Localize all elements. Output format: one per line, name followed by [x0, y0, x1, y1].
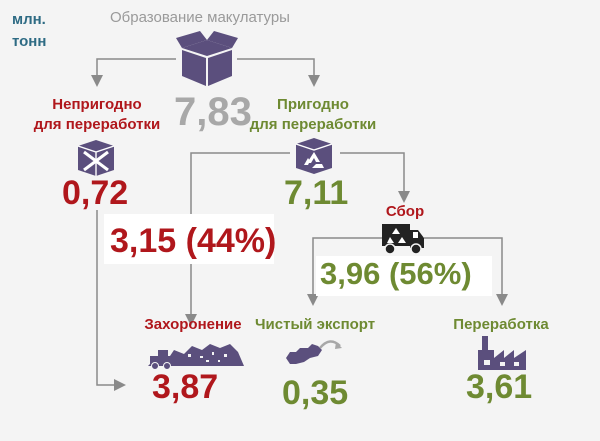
line-unfit-to-landfill	[96, 210, 126, 391]
export-value: 0,35	[282, 374, 349, 412]
line-collection-to-recycling	[424, 237, 508, 306]
landfill-icon	[148, 344, 244, 370]
collection-value-box	[316, 256, 492, 296]
export-label: Чистый экспорт	[255, 316, 376, 333]
line-to-fit	[237, 58, 320, 87]
line-collection-to-export	[307, 237, 382, 306]
fit-value: 7,11	[284, 174, 349, 212]
box-icon	[176, 31, 238, 86]
fit-label-line2: для переработки	[249, 116, 377, 133]
recycling-label: Переработка	[453, 316, 549, 333]
landfill-label: Захоронение	[144, 316, 242, 333]
fit-label-line1: Пригодно	[277, 96, 349, 113]
truck-icon	[382, 224, 424, 255]
factory-icon	[478, 336, 526, 370]
fit-label: Пригодно для переработки	[247, 95, 379, 135]
generation-value: 7,83	[174, 90, 252, 134]
unfit-label: Непригодно для переработки	[33, 95, 161, 135]
crossed-box-icon	[77, 140, 115, 176]
russia-map-icon	[286, 340, 342, 364]
unfit-label-line2: для переработки	[33, 116, 161, 133]
landfill-share-value: 3,15 (44%)	[110, 222, 277, 260]
landfill-value: 3,87	[152, 368, 219, 406]
landfill-share-box	[104, 214, 274, 264]
collection-label: Сбор	[385, 203, 425, 220]
recycling-value: 3,61	[466, 368, 533, 406]
unfit-value: 0,72	[62, 174, 129, 212]
line-to-unfit	[91, 58, 176, 87]
line-fit-to-landfill	[185, 152, 290, 326]
recycle-box-icon	[295, 138, 333, 174]
unit-label: млн. тонн	[12, 11, 47, 50]
generation-label: Образование макулатуры	[110, 9, 290, 26]
collection-value: 3,96 (56%)	[320, 256, 472, 291]
line-fit-to-collection	[340, 152, 410, 203]
unfit-label-line1: Непригодно	[52, 96, 142, 113]
